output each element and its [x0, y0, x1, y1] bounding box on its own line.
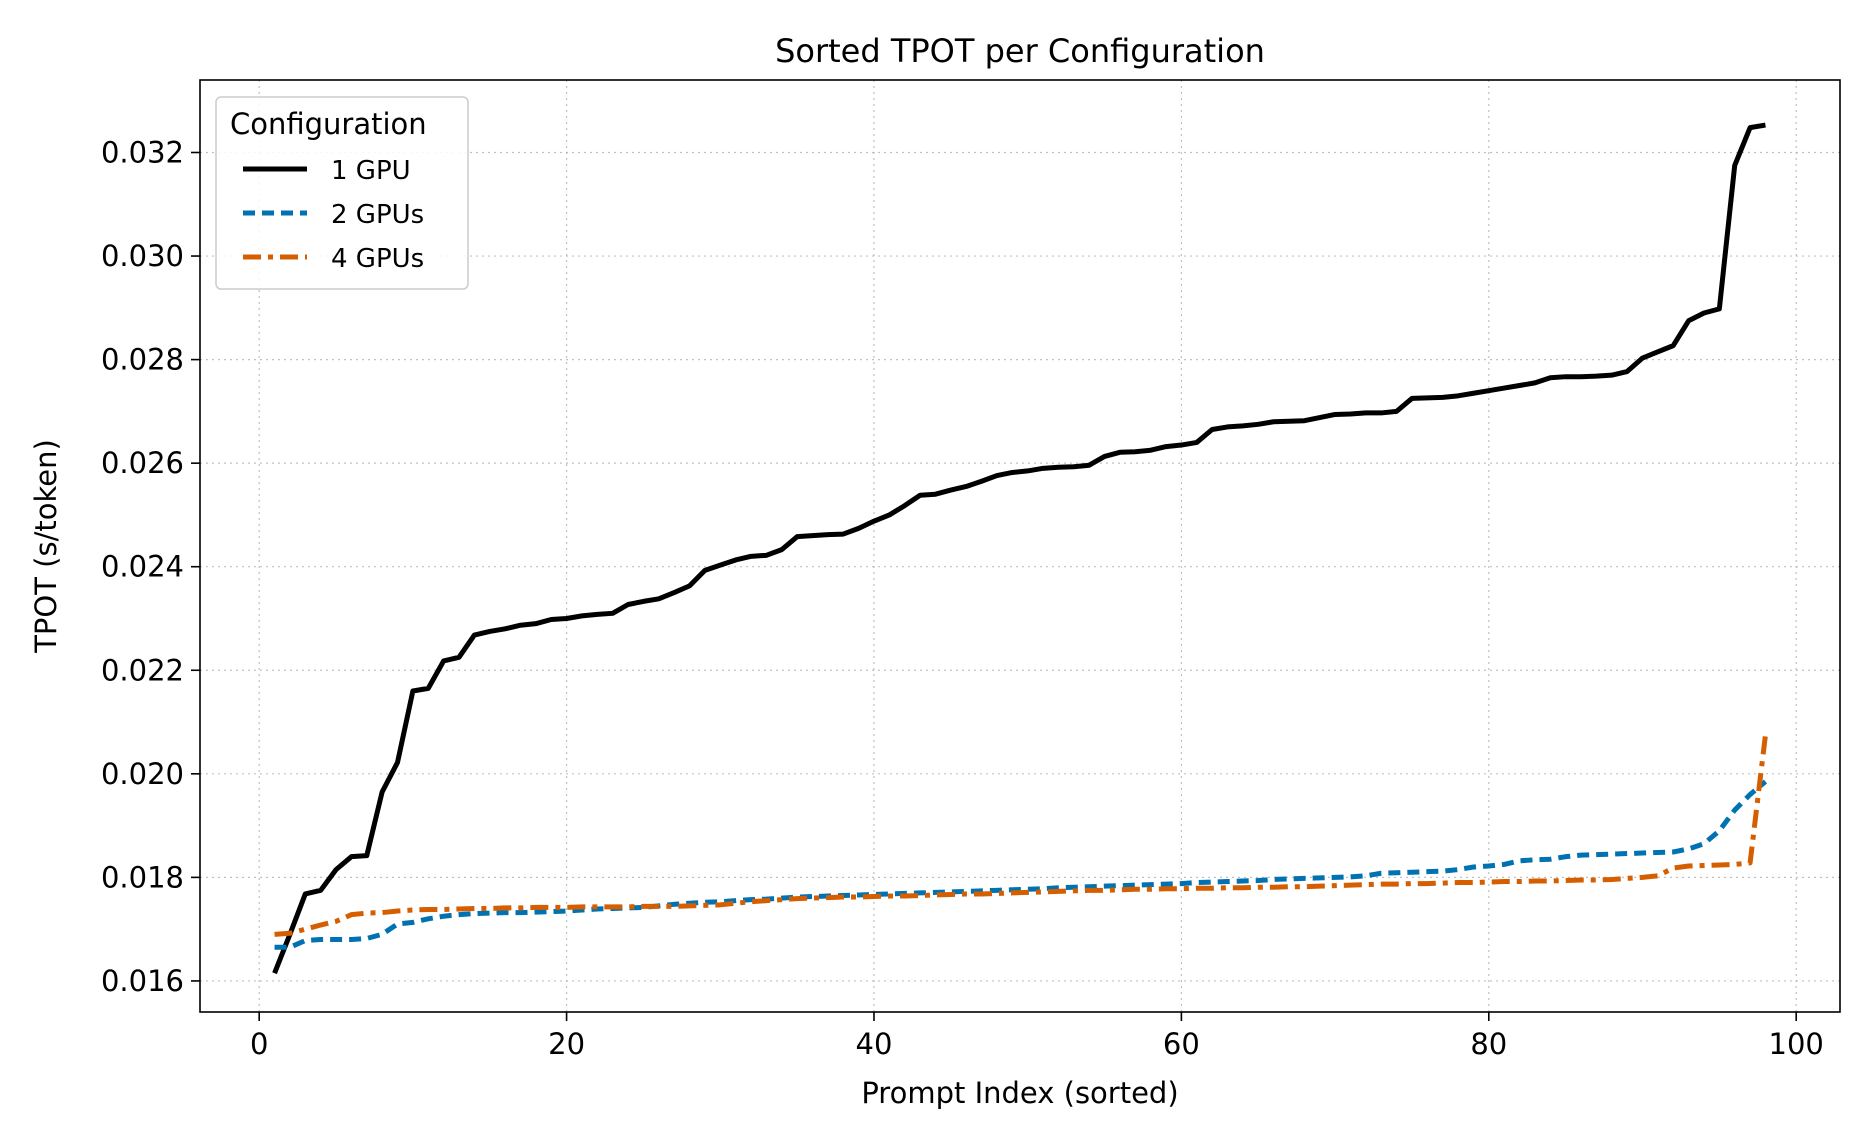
y-tick-label: 0.024 — [101, 550, 184, 584]
plot-frame — [199, 79, 1841, 1013]
y-tick-label: 0.018 — [101, 860, 184, 894]
legend-items: 1 GPU 2 GPUs 4 GPUs — [243, 156, 424, 274]
x-axis: 0 20 40 60 80 100 — [250, 1012, 1824, 1061]
legend-label: 1 GPU — [331, 156, 411, 186]
y-axis: 0.016 0.018 0.020 0.022 0.024 0.026 0.028 0.030… — [101, 135, 200, 998]
x-tick-label: 60 — [1163, 1027, 1200, 1061]
chart-title: Sorted TPOT per Configuration — [775, 32, 1265, 70]
y-tick-label: 0.016 — [101, 964, 184, 998]
x-tick-label: 0 — [250, 1027, 268, 1061]
legend-title: Configuration — [230, 107, 427, 141]
legend-box — [215, 96, 469, 290]
y-axis-label: TPOT (s/token) — [29, 439, 63, 654]
x-tick-label: 20 — [548, 1027, 585, 1061]
x-tick-label: 100 — [1769, 1027, 1824, 1061]
legend: Configuration 1 GPU 2 GPUs 4 GPUs — [215, 96, 469, 290]
series-line-4-gpus — [274, 734, 1768, 937]
series-line-1-gpu — [272, 122, 1766, 975]
y-tick-label: 0.022 — [101, 653, 184, 687]
x-tick-label: 80 — [1470, 1027, 1507, 1061]
y-tick-label: 0.020 — [101, 757, 184, 791]
series-lines — [272, 122, 1768, 975]
y-tick-label: 0.028 — [101, 343, 184, 377]
legend-label: 4 GPUs — [331, 244, 424, 274]
y-tick-label: 0.026 — [101, 446, 184, 480]
series-line-2-gpus — [274, 779, 1768, 950]
x-axis-label: Prompt Index (sorted) — [861, 1076, 1178, 1110]
legend-label: 2 GPUs — [331, 200, 424, 230]
y-tick-label: 0.032 — [101, 135, 184, 169]
x-tick-label: 40 — [856, 1027, 893, 1061]
y-tick-label: 0.030 — [101, 239, 184, 273]
